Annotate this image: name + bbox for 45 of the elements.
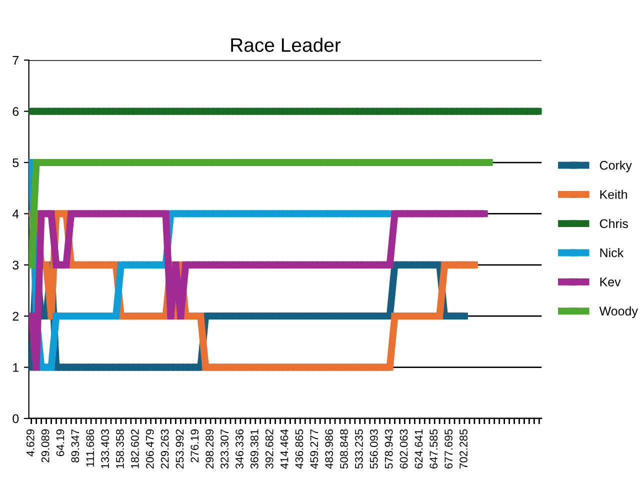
x-tick-label: 392.682: [265, 429, 274, 469]
y-tick-label: 6: [12, 107, 19, 116]
legend-label: Nick: [600, 248, 624, 258]
x-tick-label: 276.19: [190, 429, 199, 462]
x-tick-label: 647.585: [430, 429, 438, 468]
x-tick-label: 414.464: [280, 429, 288, 469]
x-tick-label: 578.943: [384, 429, 393, 469]
x-tick-label: 346.336: [236, 429, 244, 469]
x-tick-label: 298.289: [206, 429, 214, 468]
x-tick-label: 459.277: [310, 429, 318, 469]
x-tick-label: 533.235: [355, 429, 363, 469]
x-tick-label: 253.992: [176, 429, 184, 468]
x-tick-label: 483.986: [325, 429, 334, 469]
x-tick-label: 206.479: [146, 429, 154, 468]
x-tick-label: 29.089: [41, 429, 50, 462]
x-tick-label: 702.285: [460, 429, 468, 468]
legend-label: Kev: [600, 278, 621, 286]
x-tick-label: 624.641: [414, 429, 423, 468]
y-tick-label: 5: [12, 158, 19, 168]
x-tick-label: 89.347: [71, 429, 80, 462]
x-tick-label: 64.19: [56, 429, 64, 456]
legend-label: Corky: [600, 160, 632, 172]
x-tick-label: 508.848: [340, 429, 348, 469]
x-tick-label: 182.602: [131, 429, 139, 468]
y-tick-label: 2: [12, 312, 18, 321]
x-tick-label: 4.629: [26, 429, 34, 456]
x-tick-label: 158.358: [116, 429, 124, 468]
y-tick-label: 3: [12, 260, 19, 270]
x-tick-label: 369.381: [250, 429, 258, 469]
y-tick-label: 7: [12, 56, 18, 65]
x-tick-label: 677.695: [444, 429, 453, 468]
legend-label: Chris: [600, 218, 628, 228]
x-tick-label: 556.093: [370, 429, 378, 469]
legend-label: Woody: [599, 306, 638, 318]
x-tick-label: 133.403: [101, 429, 109, 468]
y-tick-label: 4: [12, 210, 19, 218]
y-tick-label: 0: [12, 414, 19, 424]
x-tick-label: 111.686: [86, 429, 94, 467]
legend-label: Keith: [600, 190, 627, 199]
x-tick-label: 323.307: [220, 429, 228, 469]
x-tick-label: 229.263: [160, 429, 169, 468]
x-tick-label: 436.865: [295, 429, 304, 469]
chart-title: Race Leader: [231, 38, 341, 52]
y-tick-label: 1: [13, 363, 19, 372]
x-tick-label: 602.063: [400, 429, 408, 468]
